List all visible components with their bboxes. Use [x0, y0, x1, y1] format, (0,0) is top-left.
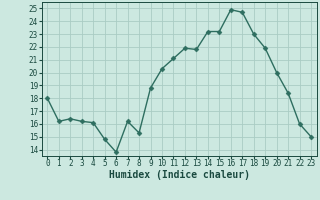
- X-axis label: Humidex (Indice chaleur): Humidex (Indice chaleur): [109, 170, 250, 180]
